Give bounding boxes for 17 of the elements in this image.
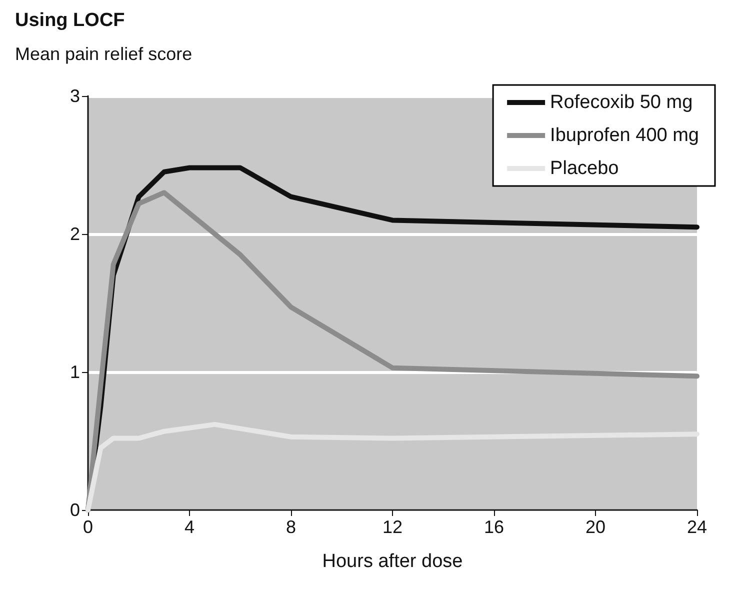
x-tick-label: 0 — [82, 517, 94, 537]
x-tick-label: 16 — [484, 517, 504, 537]
y-axis-title: Mean pain relief score — [15, 44, 192, 64]
y-tick-label: 2 — [70, 224, 80, 244]
x-tick-label: 24 — [686, 517, 708, 537]
y-tick-label: 1 — [70, 362, 80, 382]
x-tick-label: 8 — [286, 517, 296, 537]
x-tick-label: 4 — [184, 517, 195, 537]
legend-label: Placebo — [550, 158, 619, 179]
x-axis-title: Hours after dose — [322, 551, 463, 572]
y-tick-label: 3 — [70, 86, 80, 106]
x-tick-label: 12 — [382, 517, 403, 537]
chart-title: Using LOCF — [15, 10, 125, 31]
y-tick-label: 0 — [70, 500, 80, 520]
legend-label: Ibuprofen 400 mg — [550, 125, 700, 146]
legend-label: Rofecoxib 50 mg — [550, 92, 693, 113]
x-tick-label: 20 — [585, 517, 606, 537]
